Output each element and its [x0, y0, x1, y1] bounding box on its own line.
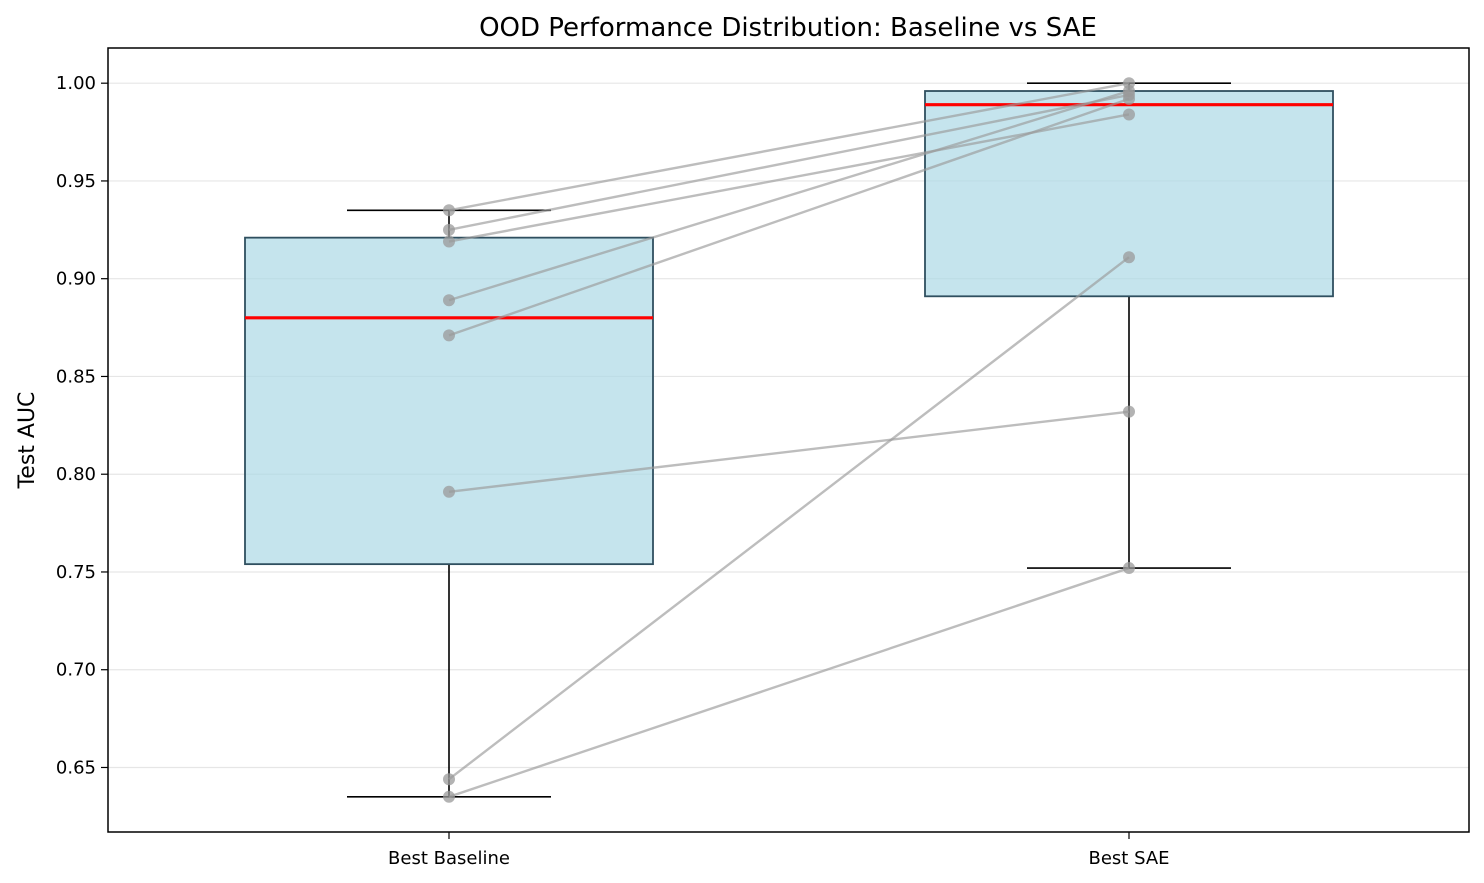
baseline-point — [443, 329, 455, 342]
baseline-point — [443, 294, 455, 307]
paired-line — [448, 410, 1130, 494]
baseline-point — [443, 773, 455, 786]
paired-line — [448, 256, 1130, 781]
sae-point — [1123, 92, 1135, 105]
x-tick-label: Best Baseline — [388, 848, 510, 869]
y-tick-label: 0.90 — [56, 269, 96, 290]
y-tick-label: 1.00 — [56, 73, 96, 94]
paired-line — [448, 566, 1130, 798]
x-tick-label: Best SAE — [1088, 848, 1169, 869]
baseline-point — [443, 204, 455, 217]
baseline-point — [443, 790, 455, 803]
paired-line — [448, 82, 1130, 212]
paired-points-layer — [443, 77, 1135, 803]
paired-line — [448, 93, 1130, 232]
paired-line — [448, 113, 1130, 243]
box — [924, 90, 1334, 298]
y-tick-label: 0.80 — [56, 464, 96, 485]
sae-point — [1123, 562, 1135, 575]
y-tick-label: 0.75 — [56, 562, 96, 583]
sae-point — [1123, 405, 1135, 418]
axis-layer: 0.65 0.70 0.75 0.80 0.85 0.90 0.95 1.00 Best Bas… — [56, 73, 1170, 869]
paired-line — [448, 97, 1130, 337]
paired-line — [448, 89, 1130, 302]
y-tick-label: 0.95 — [56, 171, 96, 192]
baseline-point — [443, 235, 455, 248]
sae-point — [1123, 251, 1135, 264]
y-tick-label: 0.65 — [56, 757, 96, 778]
chart-title: OOD Performance Distribution: Baseline v… — [479, 13, 1097, 43]
paired-lines-layer — [448, 82, 1130, 798]
y-tick-label: 0.85 — [56, 366, 96, 387]
baseline-point — [443, 485, 455, 498]
baseline-point — [443, 223, 455, 236]
y-axis-label: Test AUC — [15, 392, 40, 490]
sae-point — [1123, 108, 1135, 121]
box — [244, 236, 654, 566]
y-tick-label: 0.70 — [56, 660, 96, 681]
plot-frame — [107, 47, 1470, 833]
